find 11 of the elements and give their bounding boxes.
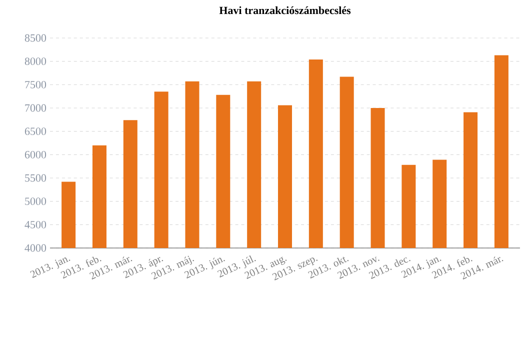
y-tick-label: 5500 <box>25 174 46 182</box>
y-tick-label: 7500 <box>25 80 46 88</box>
y-tick-label: 6000 <box>24 150 46 158</box>
y-tick-label: 8500 <box>24 34 46 42</box>
y-tick-label: 8000 <box>24 58 46 66</box>
y-tick-label: 5000 <box>25 198 46 206</box>
y-tick-label: 7000 <box>25 104 46 112</box>
chart-title: Havi tranzakciószámbecslés <box>219 6 351 14</box>
y-tick-label: 6500 <box>24 128 46 136</box>
y-tick-label: 4500 <box>24 220 46 228</box>
y-tick-label: 4000 <box>24 244 46 252</box>
